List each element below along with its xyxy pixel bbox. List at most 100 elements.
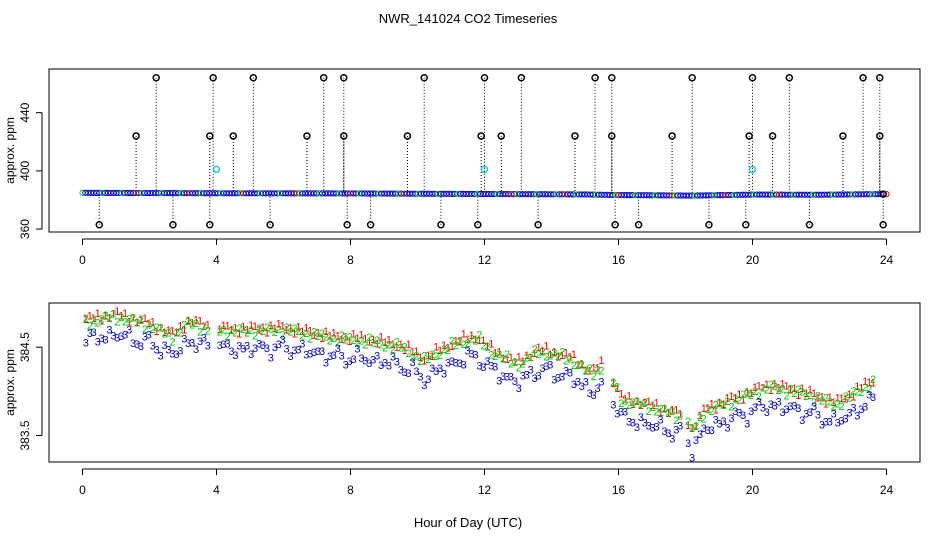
series-2-point: 2 [815,391,821,403]
series-3-point: 3 [512,376,518,388]
series-2-point: 2 [579,359,585,371]
y-tick-label: 360 [18,219,32,239]
series-3-point: 3 [677,421,683,433]
series-1-point: 1 [453,335,459,347]
series-3-point: 3 [697,429,703,441]
series-1-point: 1 [421,356,427,368]
series-2-point: 2 [457,335,463,347]
series-2-point: 2 [193,318,199,330]
series-1-point: 1 [146,318,152,330]
series-3-point: 3 [854,411,860,423]
x-tick-label: 24 [880,483,894,497]
series-3-point: 3 [272,342,278,354]
x-tick-label: 16 [612,483,626,497]
series-2-point: 2 [118,312,124,324]
series-1-point: 1 [99,315,105,327]
series-3-point: 3 [217,340,223,352]
baseline-points [79,189,890,199]
outlier-high-point [785,73,794,82]
series-3-point: 3 [441,368,447,380]
series-1-point: 1 [831,397,837,409]
series-3-point: 3 [236,341,242,353]
series-2-point: 2 [528,352,534,364]
series-2-point: 2 [339,330,345,342]
series-3-point: 3 [311,347,317,359]
series-2-point: 2 [173,328,179,340]
series-2-point: 2 [709,406,715,418]
series-1-point: 1 [335,331,341,343]
series-1-point: 1 [315,328,321,340]
series-2-point: 2 [575,360,581,372]
series-2-point: 2 [264,322,270,334]
series-1-point: 1 [677,409,683,421]
series-1-point: 1 [854,381,860,393]
series-3-point: 3 [626,416,632,428]
series-1-point: 1 [780,378,786,390]
series-2-point: 2 [535,349,541,361]
outlier-mid-point [768,132,777,140]
series-1-point: 1 [406,339,412,351]
series-3-point: 3 [413,366,419,378]
series-1-point: 1 [162,327,168,339]
series-1-point: 1 [724,393,730,405]
series-1-point: 1 [736,389,742,401]
series-2-point: 2 [693,421,699,433]
series-3-point: 3 [83,337,89,349]
series-2-point: 2 [390,344,396,356]
series-1-point: 1 [756,381,762,393]
series-3-point: 3 [595,383,601,395]
x-tick-label: 8 [347,253,354,267]
series-3-point: 3 [866,389,872,401]
series-3-point: 3 [476,361,482,373]
series-2-point: 2 [461,339,467,351]
series-1-point: 1 [598,355,604,367]
series-1-point: 1 [520,356,526,368]
series-1-point: 1 [445,342,451,354]
series-1-point: 1 [366,337,372,349]
outlier-high-point [876,73,884,82]
series-1-point: 1 [579,359,585,371]
series-3-point: 3 [118,331,124,343]
series-2-point: 2 [476,330,482,342]
series-2-point: 2 [185,316,191,328]
outlier-mid-point [206,132,214,140]
series-1-point: 1 [409,347,415,359]
series-2-point: 2 [551,348,557,360]
series-1-point: 1 [350,328,356,340]
series-3-point: 3 [504,371,510,383]
series-1-point: 1 [319,333,325,345]
series-3-point: 3 [720,416,726,428]
series-1-point: 1 [165,325,171,337]
series-2-point: 2 [705,404,711,416]
series-1-point: 1 [307,326,313,338]
series-1-point: 1 [201,321,207,333]
series-2-point: 2 [347,331,353,343]
series-2-point: 2 [866,384,872,396]
series-1-point: 1 [402,345,408,357]
baseline-point [883,191,890,198]
series-1-point: 1 [650,400,656,412]
series-2-point: 2 [657,404,663,416]
series-3-point: 3 [811,401,817,413]
series-1-point: 1 [618,388,624,400]
series-1-point: 1 [720,399,726,411]
series-2-point: 2 [374,335,380,347]
series-2-point: 2 [831,401,837,413]
series-1-point: 1 [343,331,349,343]
series-3-point: 3 [394,356,400,368]
series-2-point: 2 [811,397,817,409]
series-2-point: 2 [496,349,502,361]
series-3-point: 3 [295,345,301,357]
series-1-point: 1 [437,345,443,357]
series-2-point: 2 [437,350,443,362]
series-2-point: 2 [559,347,565,359]
series-3-point: 3 [169,348,175,360]
outlier-mid-point [571,132,579,140]
series-1-point: 1 [547,349,553,361]
series-1-point: 1 [740,394,746,406]
outlier-low-point [611,220,619,229]
y-axis-label: approx. ppm [3,117,17,184]
series-2-point: 2 [756,391,762,403]
series-1-point: 1 [728,391,734,403]
